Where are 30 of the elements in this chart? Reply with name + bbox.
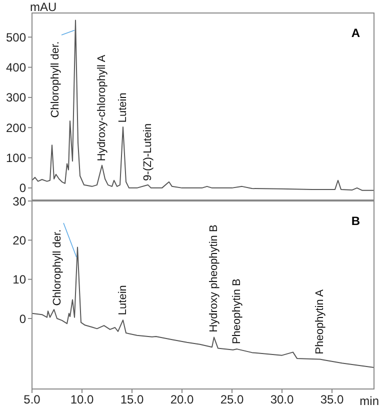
y-tick-label: 20 <box>12 233 26 248</box>
x-tick-label: 15.0 <box>120 392 144 407</box>
y-tick-label: 30 <box>12 194 26 208</box>
y-tick-label: 500 <box>6 30 26 44</box>
x-tick-label: 30.0 <box>270 392 294 407</box>
annotation: Lutein <box>117 92 129 123</box>
x-tick-label: 5.0 <box>24 392 41 407</box>
annotation: Hydroxy pheophytin B <box>208 224 220 332</box>
x-tick-label: 25.0 <box>220 392 244 407</box>
annotation: Lutein <box>117 285 129 316</box>
y-tick-label: 200 <box>6 120 26 135</box>
x-tick-label: 35.0 <box>320 392 344 407</box>
y-tick-label: 10 <box>12 272 26 287</box>
text: A <box>351 26 360 40</box>
annotation: Chlorophyll der. <box>52 229 64 306</box>
annotation: Hydroxy-chlorophyll A <box>96 54 108 162</box>
y-tick-label: 400 <box>6 60 26 75</box>
x-tick-label: 10.0 <box>70 392 94 407</box>
y-tick-label: 0 <box>19 312 26 326</box>
annotation: Pheophytin B <box>231 278 243 344</box>
annotation: Pheophytin A <box>314 288 326 354</box>
annotation: 9-(Z)-Lutein <box>142 123 154 181</box>
y-axis-title: mAU <box>30 0 57 14</box>
x-tick-label: 20.0 <box>170 392 194 407</box>
y-tick-label: 300 <box>6 90 26 105</box>
x-axis-title: min <box>360 394 379 407</box>
y-tick-label: 0 <box>19 181 26 196</box>
text: B <box>351 214 360 228</box>
y-tick-label: 100 <box>6 151 26 166</box>
annotation: Chlorophyll der. <box>50 41 62 118</box>
